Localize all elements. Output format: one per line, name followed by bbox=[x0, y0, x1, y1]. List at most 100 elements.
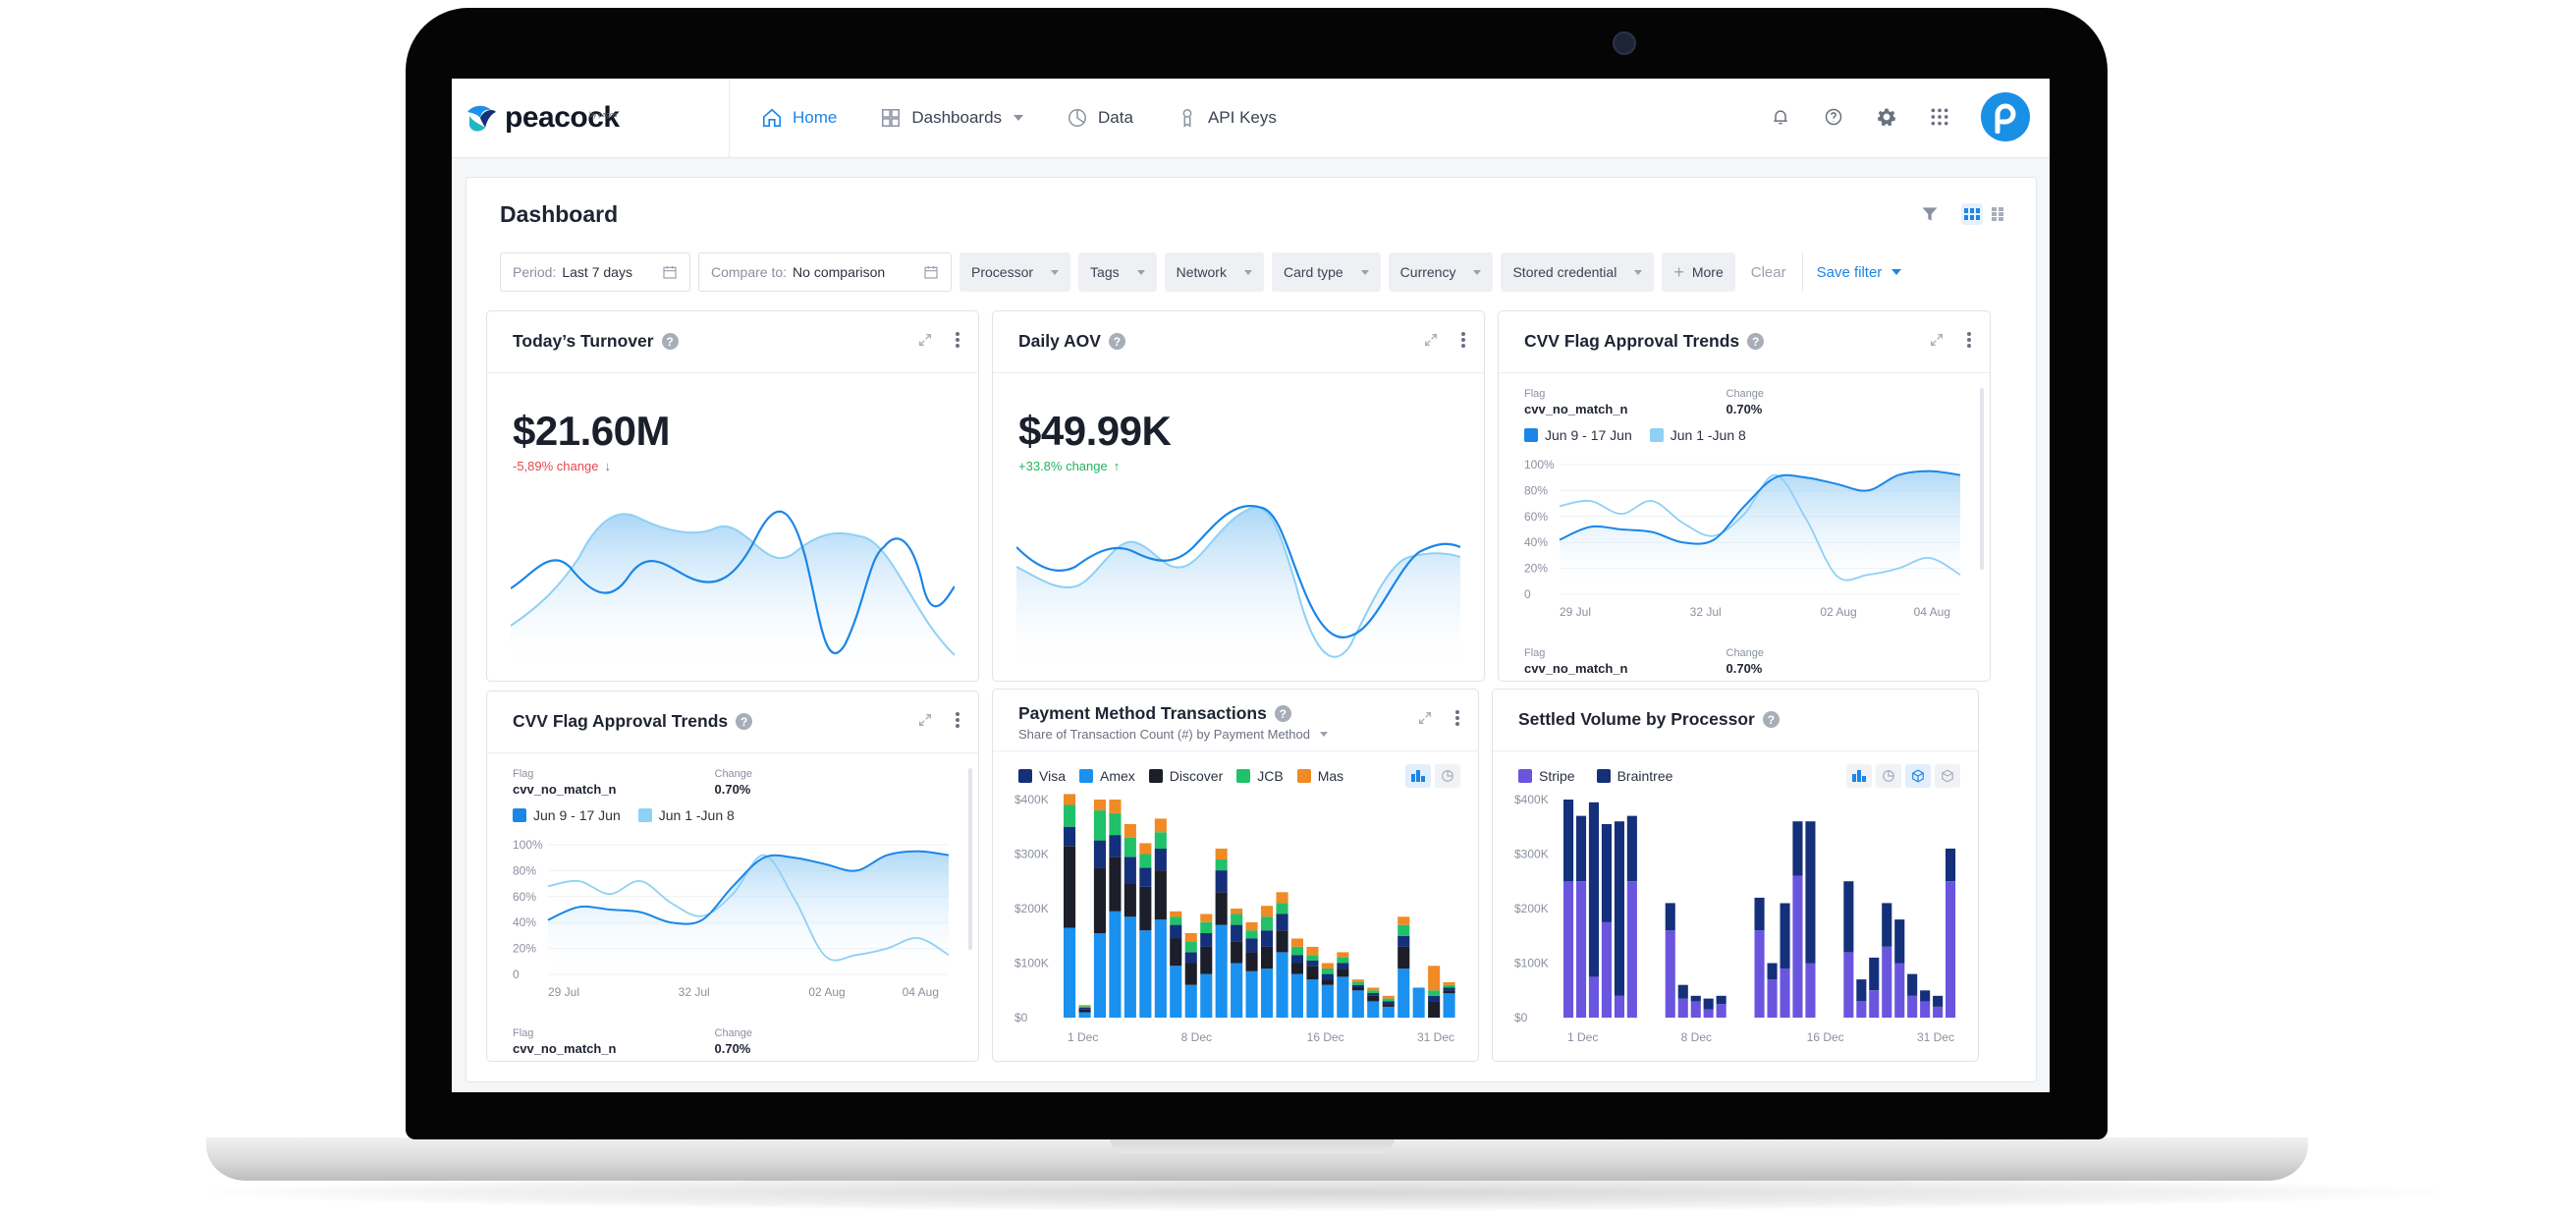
bar-segment-amex[interactable] bbox=[1078, 1012, 1091, 1018]
bar-segment-jcb[interactable] bbox=[1443, 984, 1455, 988]
more-vertical-icon[interactable] bbox=[1966, 331, 1972, 349]
stored-credential-filter[interactable]: Stored credential bbox=[1501, 252, 1655, 292]
expand-icon[interactable] bbox=[1929, 332, 1945, 348]
bar-segment-amex[interactable] bbox=[1245, 970, 1258, 1018]
bar-segment-jcb[interactable] bbox=[1261, 916, 1274, 931]
bar-segment-braintree[interactable] bbox=[1563, 800, 1574, 882]
bar-segment-braintree[interactable] bbox=[1690, 995, 1701, 1002]
bar-segment-braintree[interactable] bbox=[1677, 984, 1688, 999]
nav-item-home[interactable]: Home bbox=[761, 107, 837, 129]
bar-segment-amex[interactable] bbox=[1398, 969, 1410, 1019]
stacked-bar-icon[interactable] bbox=[1405, 764, 1431, 788]
bar-segment-amex[interactable] bbox=[1064, 927, 1076, 1018]
bar-segment-braintree[interactable] bbox=[1754, 897, 1765, 931]
network-filter[interactable]: Network bbox=[1164, 252, 1264, 292]
bar-segment-jcb[interactable] bbox=[1215, 859, 1228, 871]
bar-segment-stripe[interactable] bbox=[1780, 969, 1790, 1019]
cube-icon[interactable] bbox=[1905, 764, 1931, 788]
period-select[interactable]: Period: Last 7 days bbox=[500, 252, 690, 292]
bar-segment-amex[interactable] bbox=[1139, 930, 1152, 1018]
processor-filter[interactable]: Processor bbox=[959, 252, 1071, 292]
bar-segment-jcb[interactable] bbox=[1093, 810, 1106, 841]
card-type-filter[interactable]: Card type bbox=[1271, 252, 1381, 292]
bar-segment-stripe[interactable] bbox=[1703, 1009, 1714, 1018]
help-icon[interactable]: ? bbox=[1747, 333, 1765, 350]
bar-segment-jcb[interactable] bbox=[1154, 832, 1167, 849]
bar-segment-amex[interactable] bbox=[1231, 963, 1243, 1019]
bar-segment-discover[interactable] bbox=[1139, 886, 1152, 931]
bar-segment-visa[interactable] bbox=[1093, 840, 1106, 868]
bar-segment-jcb[interactable] bbox=[1078, 1006, 1091, 1008]
bar-segment-stripe[interactable] bbox=[1677, 998, 1688, 1018]
bar-segment-jcb[interactable] bbox=[1367, 990, 1380, 994]
bar-segment-visa[interactable] bbox=[1170, 924, 1182, 939]
bar-segment-discover[interactable] bbox=[1261, 946, 1274, 969]
legend-item-discover[interactable]: Discover bbox=[1148, 768, 1223, 784]
stacked-bar-icon[interactable] bbox=[1846, 764, 1872, 788]
bar-segment-visa[interactable] bbox=[1367, 993, 1380, 996]
more-vertical-icon[interactable] bbox=[955, 711, 960, 729]
bar-segment-stripe[interactable] bbox=[1805, 963, 1816, 1019]
bar-segment-mas[interactable] bbox=[1443, 981, 1455, 985]
bar-segment-jcb[interactable] bbox=[1245, 930, 1258, 939]
bar-segment-visa[interactable] bbox=[1351, 984, 1364, 988]
bar-segment-jcb[interactable] bbox=[1184, 941, 1197, 953]
bar-segment-braintree[interactable] bbox=[1576, 815, 1587, 882]
bar-segment-braintree[interactable] bbox=[1920, 990, 1931, 1002]
bar-segment-visa[interactable] bbox=[1306, 960, 1319, 967]
more-filters-button[interactable]: + More bbox=[1662, 252, 1735, 292]
bar-segment-mas[interactable] bbox=[1276, 892, 1288, 904]
bar-segment-discover[interactable] bbox=[1109, 857, 1122, 912]
bar-segment-braintree[interactable] bbox=[1894, 919, 1905, 964]
help-icon[interactable] bbox=[1822, 105, 1845, 129]
bar-segment-stripe[interactable] bbox=[1767, 979, 1778, 1019]
bar-segment-mas[interactable] bbox=[1306, 946, 1319, 956]
bar-segment-visa[interactable] bbox=[1290, 955, 1303, 964]
bar-segment-discover[interactable] bbox=[1215, 892, 1228, 925]
bar-segment-braintree[interactable] bbox=[1601, 824, 1612, 922]
expand-icon[interactable] bbox=[917, 332, 933, 348]
bar-segment-jcb[interactable] bbox=[1382, 998, 1395, 1002]
legend-item[interactable]: Jun 9 - 17 Jun bbox=[1524, 427, 1632, 443]
bar-segment-amex[interactable] bbox=[1367, 1001, 1380, 1018]
bar-segment-stripe[interactable] bbox=[1690, 1001, 1701, 1018]
bar-segment-amex[interactable] bbox=[1443, 993, 1455, 1018]
bar-segment-mas[interactable] bbox=[1154, 818, 1167, 833]
bar-segment-braintree[interactable] bbox=[1946, 848, 1956, 882]
bar-segment-jcb[interactable] bbox=[1064, 804, 1076, 827]
bar-segment-braintree[interactable] bbox=[1767, 963, 1778, 980]
bar-segment-jcb[interactable] bbox=[1398, 924, 1410, 936]
scrollbar[interactable] bbox=[968, 768, 972, 950]
save-filter-button[interactable]: Save filter bbox=[1801, 252, 1902, 292]
bar-segment-mas[interactable] bbox=[1428, 966, 1441, 991]
pie-chart-icon[interactable] bbox=[1876, 764, 1901, 788]
bar-segment-discover[interactable] bbox=[1443, 990, 1455, 994]
bar-segment-stripe[interactable] bbox=[1563, 881, 1574, 1019]
bar-segment-jcb[interactable] bbox=[1428, 990, 1441, 996]
bar-segment-visa[interactable] bbox=[1261, 930, 1274, 947]
expand-icon[interactable] bbox=[917, 712, 933, 728]
bar-segment-mas[interactable] bbox=[1064, 794, 1076, 805]
bar-segment-jcb[interactable] bbox=[1337, 957, 1349, 964]
clear-button[interactable]: Clear bbox=[1750, 263, 1786, 281]
bar-segment-stripe[interactable] bbox=[1754, 930, 1765, 1018]
compare-select[interactable]: Compare to: No comparison bbox=[698, 252, 952, 292]
bar-segment-discover[interactable] bbox=[1321, 979, 1334, 985]
bar-segment-jcb[interactable] bbox=[1109, 812, 1122, 836]
bar-segment-braintree[interactable] bbox=[1614, 821, 1624, 996]
bar-segment-discover[interactable] bbox=[1290, 963, 1303, 974]
bar-segment-visa[interactable] bbox=[1276, 914, 1288, 931]
bar-segment-stripe[interactable] bbox=[1626, 881, 1637, 1019]
bar-segment-mas[interactable] bbox=[1124, 824, 1136, 838]
bar-segment-discover[interactable] bbox=[1245, 952, 1258, 971]
bar-segment-jcb[interactable] bbox=[1351, 981, 1364, 985]
bar-segment-discover[interactable] bbox=[1231, 941, 1243, 964]
bar-segment-amex[interactable] bbox=[1093, 933, 1106, 1018]
bar-segment-discover[interactable] bbox=[1078, 1009, 1091, 1013]
bar-segment-amex[interactable] bbox=[1124, 916, 1136, 1018]
bar-segment-braintree[interactable] bbox=[1869, 957, 1880, 991]
bar-segment-stripe[interactable] bbox=[1946, 881, 1956, 1019]
bar-segment-mas[interactable] bbox=[1321, 963, 1334, 969]
card-subtitle[interactable]: Share of Transaction Count (#) by Paymen… bbox=[1018, 727, 1328, 742]
bar-segment-jcb[interactable] bbox=[1170, 916, 1182, 925]
